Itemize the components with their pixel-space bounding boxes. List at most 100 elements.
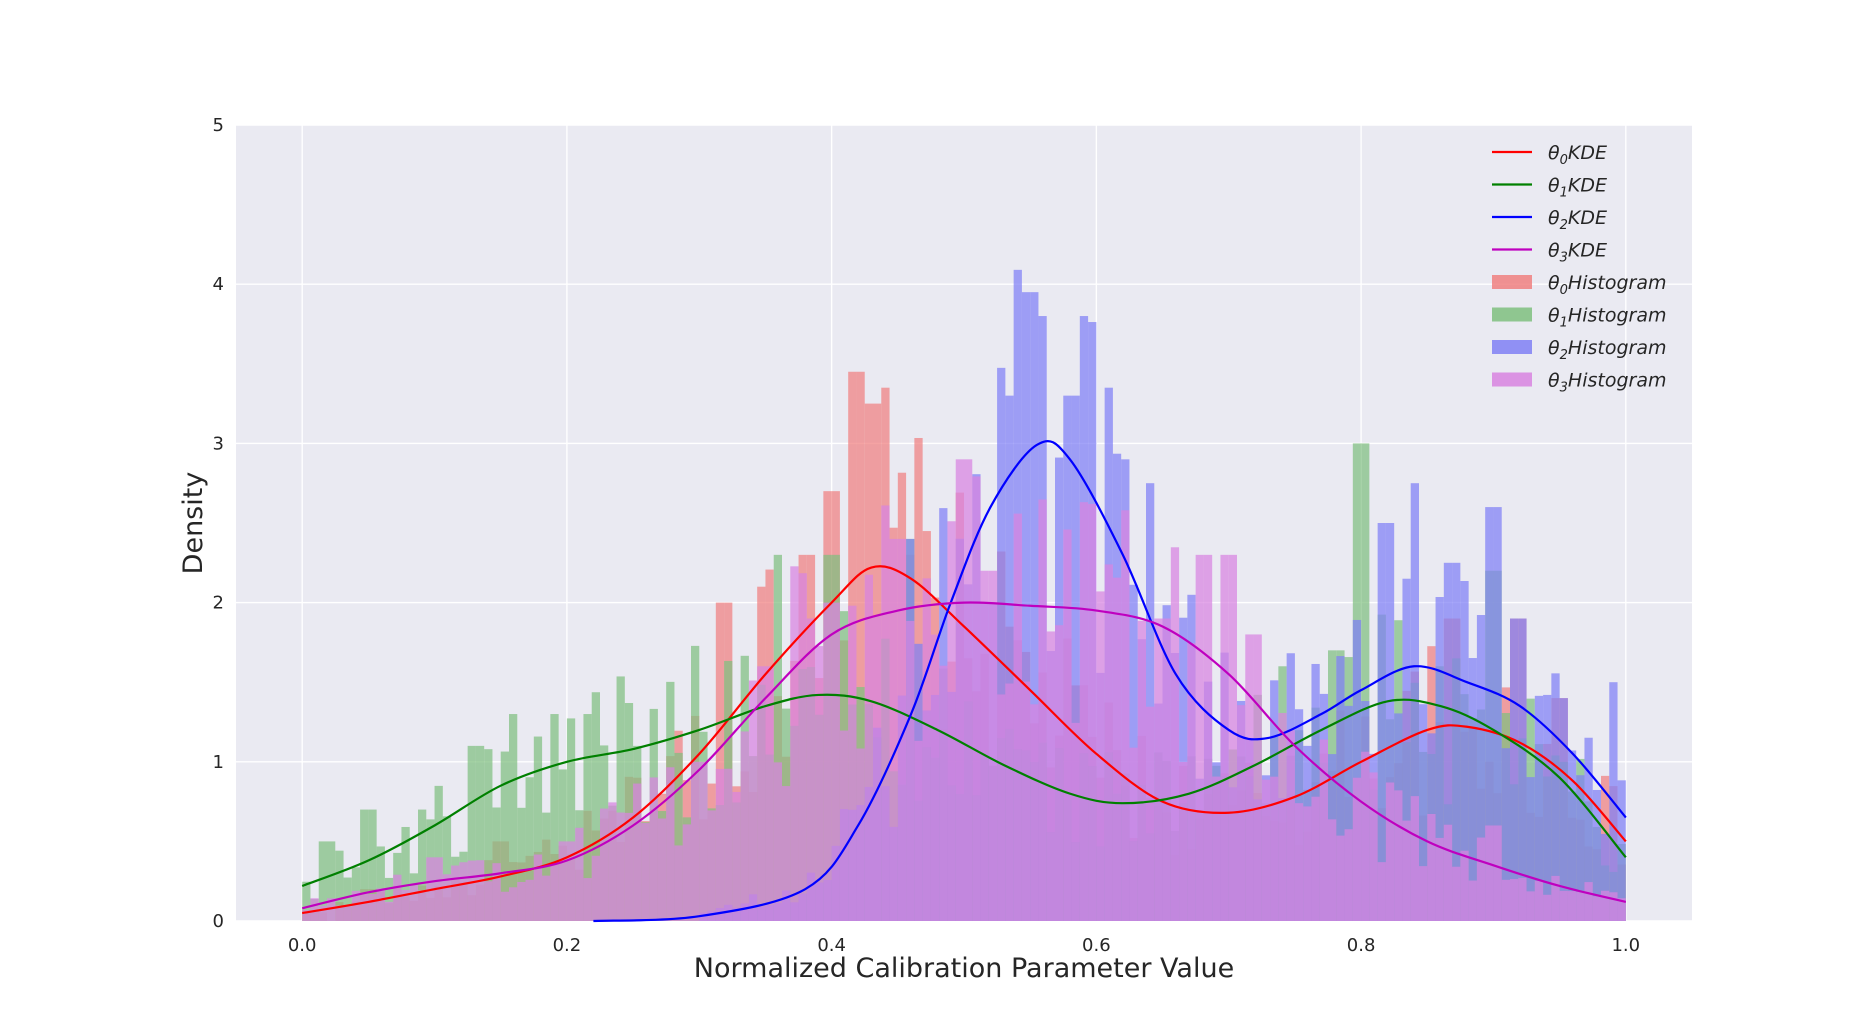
histogram-bar xyxy=(492,863,501,921)
histogram-bar xyxy=(343,904,352,921)
histogram-bar xyxy=(566,841,576,921)
histogram-bar xyxy=(707,810,716,921)
histogram-bar xyxy=(1501,748,1510,921)
histogram-bar xyxy=(649,777,658,921)
legend-label: θ1Histogram xyxy=(1548,305,1666,331)
histogram-bar xyxy=(575,827,584,921)
histogram-bar xyxy=(682,824,691,921)
histogram-bar xyxy=(1154,618,1163,921)
histogram-bar xyxy=(1410,483,1419,921)
histogram-bar xyxy=(1601,890,1610,921)
histogram-bar xyxy=(467,860,476,921)
histogram-bar xyxy=(418,809,427,921)
histogram-bar xyxy=(1534,695,1544,921)
histogram-bar xyxy=(1245,634,1254,921)
histogram-bar xyxy=(666,767,675,921)
histogram-bar xyxy=(500,891,509,921)
histogram-bar xyxy=(715,768,725,921)
histogram-bar xyxy=(401,889,410,921)
histogram-bar xyxy=(542,875,551,921)
histogram-bar xyxy=(302,881,311,921)
histogram-bar xyxy=(922,578,931,921)
histogram-bar xyxy=(1005,395,1014,921)
histogram-bar xyxy=(550,863,559,921)
histogram-bar xyxy=(409,885,418,921)
histogram-bar xyxy=(509,887,518,921)
histogram-bar xyxy=(533,736,543,921)
histogram-bar xyxy=(798,573,807,921)
histogram-bar xyxy=(889,538,898,921)
histogram-bar xyxy=(873,615,882,921)
histogram-bar xyxy=(1609,892,1618,921)
histogram-bar xyxy=(517,882,526,921)
histogram-bar xyxy=(1402,820,1411,921)
histogram-bar xyxy=(773,762,782,921)
histogram-bar xyxy=(1311,663,1320,921)
histogram-bar xyxy=(335,905,344,921)
histogram-bar xyxy=(1352,777,1362,921)
y-tick-label: 1 xyxy=(213,752,224,773)
kde-curves xyxy=(301,440,1627,923)
x-tick-label: 0.0 xyxy=(288,935,317,956)
histogram-bar xyxy=(1336,656,1345,921)
kde-curve-1 xyxy=(301,693,1627,888)
legend-patch xyxy=(1492,372,1532,387)
histogram-bar xyxy=(1476,615,1486,921)
histogram-bar xyxy=(442,874,452,921)
histogram-bar xyxy=(1584,882,1593,921)
histogram-bar xyxy=(740,731,749,921)
histogram-bar xyxy=(442,816,452,921)
histogram-bar xyxy=(1592,789,1601,921)
histogram-bar xyxy=(1468,658,1477,921)
histogram-bar xyxy=(1518,618,1527,921)
histogram-bar xyxy=(633,783,642,921)
histogram-bar xyxy=(674,845,683,921)
histogram-bar xyxy=(318,905,327,921)
kde-curve-3 xyxy=(301,601,1627,910)
y-tick-label: 5 xyxy=(213,115,224,136)
histogram-bar xyxy=(1443,562,1453,921)
histogram-bar xyxy=(1576,775,1585,921)
legend-label: θ0KDE xyxy=(1548,142,1607,168)
histogram-bar xyxy=(939,665,948,921)
histogram-bar xyxy=(831,602,840,921)
histogram-bar xyxy=(401,826,410,921)
histogram-bar xyxy=(1452,866,1461,921)
histogram-bar xyxy=(1361,751,1370,921)
histogram-bar xyxy=(848,605,857,921)
legend-patch xyxy=(1492,275,1532,289)
histogram-bar xyxy=(1485,507,1494,921)
histogram-bar xyxy=(384,901,394,921)
legend-label: θ1KDE xyxy=(1548,175,1607,201)
histogram-bar xyxy=(1452,562,1461,921)
histogram-bar xyxy=(1237,705,1246,921)
histogram-bar xyxy=(1137,620,1146,921)
histogram-bar xyxy=(1419,866,1428,921)
histogram-bar xyxy=(1501,879,1510,921)
histogram-bar xyxy=(1369,772,1378,921)
histogram-3 xyxy=(302,459,1626,921)
histogram-bar xyxy=(368,894,377,921)
histogram-bar xyxy=(1162,618,1171,921)
histogram-bar xyxy=(509,714,518,921)
histogram-bar xyxy=(715,602,725,921)
x-axis-label: Normalized Calibration Parameter Value xyxy=(694,953,1234,984)
x-tick-labels: 0.0 0.2 0.4 0.6 0.8 1.0 xyxy=(288,935,1640,956)
histogram-bar xyxy=(1385,523,1395,921)
histogram-bar xyxy=(1294,803,1304,921)
histogram-bar xyxy=(1228,554,1237,921)
histogram-bar xyxy=(1311,796,1320,921)
histogram-bar xyxy=(1435,597,1444,921)
legend-label: θ2KDE xyxy=(1548,207,1607,233)
histogram-bar xyxy=(1518,877,1527,921)
histogram-bar xyxy=(1261,779,1271,921)
histogram-bar xyxy=(1435,837,1444,921)
histogram-bar xyxy=(1534,880,1544,921)
y-axis-label: Density xyxy=(178,472,209,575)
histogram-bar xyxy=(459,862,468,921)
histogram-bar xyxy=(1551,875,1560,921)
histogram-bar xyxy=(930,634,940,921)
histograms xyxy=(302,269,1626,922)
histogram-bar xyxy=(310,898,319,921)
histogram-bar xyxy=(500,751,509,921)
